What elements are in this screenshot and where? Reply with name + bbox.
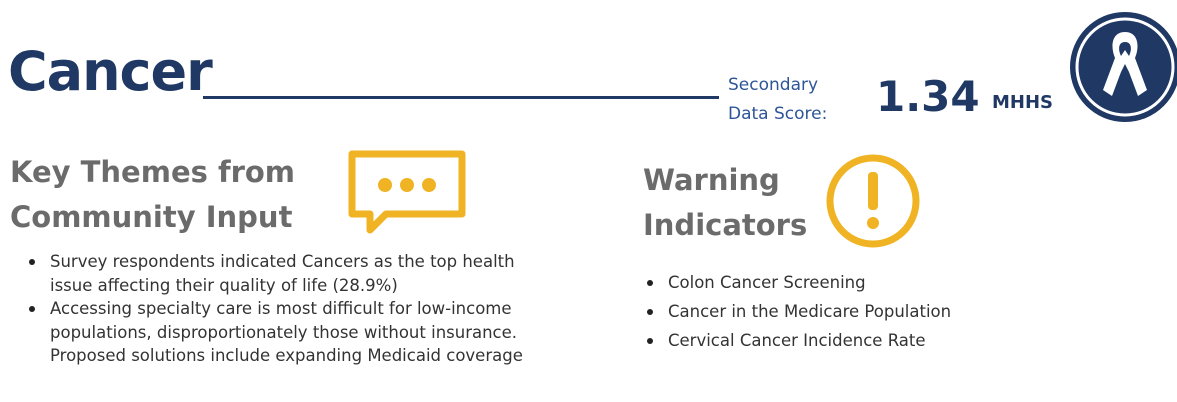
section-title: Key Themes from Community Input	[10, 155, 296, 234]
speech-icon	[348, 150, 466, 234]
bullet-item: Cancer in the Medicare Population	[646, 297, 1066, 326]
title-rule	[203, 96, 719, 99]
bullet-item: Accessing specialty care is most difficu…	[28, 297, 528, 368]
bullet-item: Colon Cancer Screening	[646, 268, 1066, 297]
bullet-item: Cervical Cancer Incidence Rate	[646, 326, 1066, 355]
warning-icon	[826, 154, 920, 248]
score-unit: MHHS	[992, 92, 1054, 113]
bullet-item: Survey respondents indicated Cancers as …	[28, 250, 528, 297]
title: Cancer	[8, 40, 213, 103]
score-label: Secondary Data Score:	[728, 75, 828, 124]
bullet-list: Survey respondents indicated Cancers as …	[28, 250, 528, 368]
score: 1.34	[876, 72, 980, 121]
section-title: Warning Indicators	[643, 163, 808, 242]
bullet-list: Colon Cancer Screening Cancer in the Medi…	[646, 268, 1066, 355]
ribbon-icon	[1070, 12, 1177, 122]
